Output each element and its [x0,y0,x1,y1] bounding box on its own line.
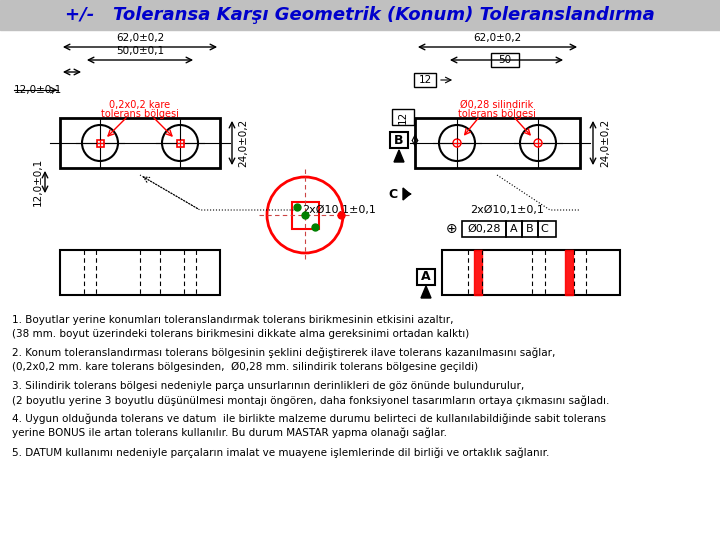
Text: 1. Boyutlar yerine konumları toleranslandırmak tolerans birikmesinin etkisini az: 1. Boyutlar yerine konumları toleranslan… [12,315,454,325]
Text: 62,0±0,2: 62,0±0,2 [116,33,164,43]
Text: (0,2x0,2 mm. kare tolerans bölgesinden,  Ø0,28 mm. silindirik tolerans bölgesine: (0,2x0,2 mm. kare tolerans bölgesinden, … [12,362,478,372]
Text: 12: 12 [398,110,408,124]
Text: tolerans bölgesi: tolerans bölgesi [101,109,179,119]
Bar [565,250,573,295]
Bar [60,118,220,168]
Text: ⊕: ⊕ [446,222,458,236]
Text: 24,0±0,2: 24,0±0,2 [600,119,610,167]
Text: C: C [541,224,553,234]
Text: 0,2x0,2 kare: 0,2x0,2 kare [109,100,171,110]
Text: 12: 12 [418,75,431,85]
Text: B: B [395,133,404,146]
Text: 5. DATUM kullanımı nedeniyle parçaların imalat ve muayene işlemlerinde dil birli: 5. DATUM kullanımı nedeniyle parçaların … [12,447,549,457]
Text: (2 boyutlu yerine 3 boyutlu düşünülmesi montajı öngören, daha fonksiyonel tasarı: (2 boyutlu yerine 3 boyutlu düşünülmesi … [12,395,609,406]
Bar [522,221,538,237]
Text: A: A [510,224,518,234]
Bar [0,0,720,30]
Text: 2. Konum toleranslandırması tolerans bölgesinin şeklini değiştirerek ilave toler: 2. Konum toleranslandırması tolerans böl… [12,348,555,359]
Bar [506,221,522,237]
Text: (38 mm. boyut üzerindeki tolerans birikmesini dikkate alma gereksinimi ortadan k: (38 mm. boyut üzerindeki tolerans birikm… [12,329,469,339]
Text: B: B [526,224,534,234]
Text: 3. Silindirik tolerans bölgesi nedeniyle parça unsurlarının derinlikleri de göz : 3. Silindirik tolerans bölgesi nedeniyle… [12,381,524,391]
Text: tolerans bölgesi: tolerans bölgesi [458,109,536,119]
Bar [415,118,580,168]
Bar [538,221,556,237]
Bar [474,250,482,295]
Bar [462,221,506,237]
Bar [417,269,435,285]
Text: 50,0±0,1: 50,0±0,1 [116,46,164,56]
Text: yerine BONUS ile artan tolerans kullanılır. Bu durum MASTAR yapma olanağı sağlar: yerine BONUS ile artan tolerans kullanıl… [12,428,447,438]
Text: 2xØ10,1±0,1: 2xØ10,1±0,1 [470,205,544,215]
Text: Ø0,28 silindirik: Ø0,28 silindirik [460,100,534,110]
Text: A: A [421,271,431,284]
Bar [390,132,408,148]
Bar [60,250,220,295]
Bar [176,139,184,146]
Text: Ø0,28: Ø0,28 [467,224,500,234]
Text: 2xØ10,1±0,1: 2xØ10,1±0,1 [302,205,376,215]
Text: 62,0±0,2: 62,0±0,2 [473,33,521,43]
Bar [96,139,104,146]
Text: 12,0±0,1: 12,0±0,1 [33,158,43,206]
Bar [292,201,318,228]
Polygon shape [421,286,431,298]
Text: 4. Uygun olduğunda tolerans ve datum  ile birlikte malzeme durumu belirteci de k: 4. Uygun olduğunda tolerans ve datum ile… [12,414,606,424]
Text: +/-   Toleransa Karşı Geometrik (Konum) Toleranslandırma: +/- Toleransa Karşı Geometrik (Konum) To… [65,6,655,24]
Text: C: C [388,187,397,200]
Polygon shape [403,188,410,200]
Text: 50: 50 [498,55,512,65]
Polygon shape [394,150,404,162]
Bar [442,250,620,295]
Text: 12,0±0,1: 12,0±0,1 [14,85,62,95]
Text: 24,0±0,2: 24,0±0,2 [238,119,248,167]
